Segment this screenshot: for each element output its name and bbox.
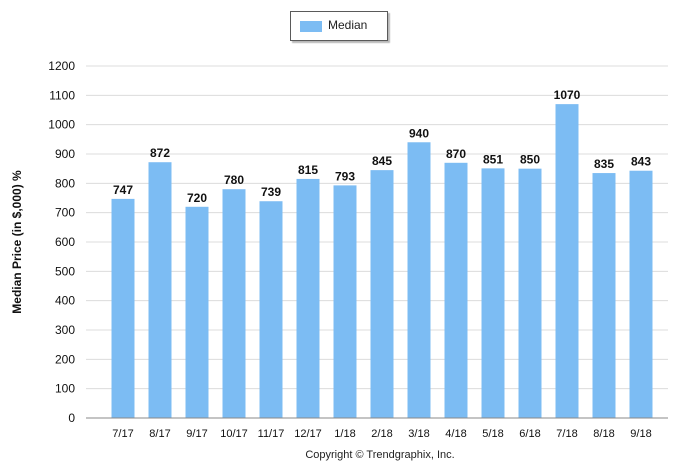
bar	[111, 198, 135, 418]
y-axis-title: Median Price (in $,000) %	[10, 170, 24, 314]
data-label: 870	[446, 147, 466, 161]
bars	[111, 104, 653, 418]
x-tick-label: 8/17	[149, 428, 170, 440]
x-tick-label: 6/18	[519, 428, 540, 440]
legend-label-median: Median	[328, 18, 368, 32]
y-tick-label: 500	[55, 264, 75, 278]
data-label: 1070	[554, 88, 581, 102]
y-tick-label: 200	[55, 352, 75, 366]
bar	[518, 168, 542, 418]
data-label: 739	[261, 185, 281, 199]
bar	[370, 170, 394, 418]
y-tick-label: 100	[55, 382, 75, 396]
y-axis-ticks: 0 100 200 300 400 500 600 700 800 900 1000 1100 1200	[48, 59, 75, 425]
x-tick-label: 12/17	[294, 428, 322, 440]
y-tick-label: 700	[55, 206, 75, 220]
legend-swatch-median	[300, 21, 322, 32]
x-tick-label: 7/18	[556, 428, 577, 440]
bar	[185, 206, 209, 418]
data-label: 843	[631, 155, 651, 169]
data-label: 940	[409, 126, 429, 140]
data-label: 851	[483, 152, 503, 166]
data-label: 747	[113, 183, 133, 197]
data-label: 720	[187, 191, 207, 205]
x-axis-ticks: 7/17 8/17 9/17 10/17 11/17 12/17 1/18 2/18 3/18 4…	[112, 428, 651, 440]
data-label: 815	[298, 163, 318, 177]
data-label: 850	[520, 153, 540, 167]
x-tick-label: 7/17	[112, 428, 133, 440]
y-tick-label: 600	[55, 235, 75, 249]
bar	[407, 142, 431, 418]
bar	[333, 185, 357, 418]
copyright-text: Copyright © Trendgraphix, Inc.	[305, 449, 455, 461]
x-tick-label: 8/18	[593, 428, 614, 440]
x-tick-label: 9/18	[630, 428, 651, 440]
data-label: 835	[594, 157, 614, 171]
bar	[148, 162, 172, 418]
data-label: 845	[372, 154, 392, 168]
y-tick-label: 900	[55, 147, 75, 161]
y-tick-label: 1000	[48, 118, 75, 132]
x-tick-label: 9/17	[186, 428, 207, 440]
y-tick-label: 1100	[49, 88, 75, 102]
x-tick-label: 2/18	[371, 428, 392, 440]
bar	[296, 178, 320, 418]
legend: Median	[290, 11, 388, 41]
data-labels: 747 872 720 780 739 815 793 845 940 870 851 850 1070…	[113, 88, 651, 205]
x-tick-label: 1/18	[334, 428, 355, 440]
data-label: 780	[224, 173, 244, 187]
bar	[259, 201, 283, 418]
x-tick-label: 11/17	[258, 428, 285, 440]
data-label: 872	[150, 146, 170, 160]
bar	[592, 173, 616, 418]
bar	[629, 170, 653, 418]
y-tick-label: 400	[55, 294, 75, 308]
x-tick-label: 5/18	[482, 428, 503, 440]
bar	[444, 162, 468, 418]
x-tick-label: 10/17	[220, 428, 248, 440]
x-tick-label: 3/18	[408, 428, 429, 440]
y-tick-label: 1200	[48, 59, 75, 73]
y-tick-label: 800	[55, 176, 75, 190]
bar	[481, 168, 505, 418]
bar	[222, 189, 246, 418]
data-label: 793	[335, 169, 355, 183]
x-tick-label: 4/18	[445, 428, 466, 440]
y-tick-label: 0	[68, 411, 75, 425]
bar	[555, 104, 579, 418]
y-tick-label: 300	[55, 323, 75, 337]
